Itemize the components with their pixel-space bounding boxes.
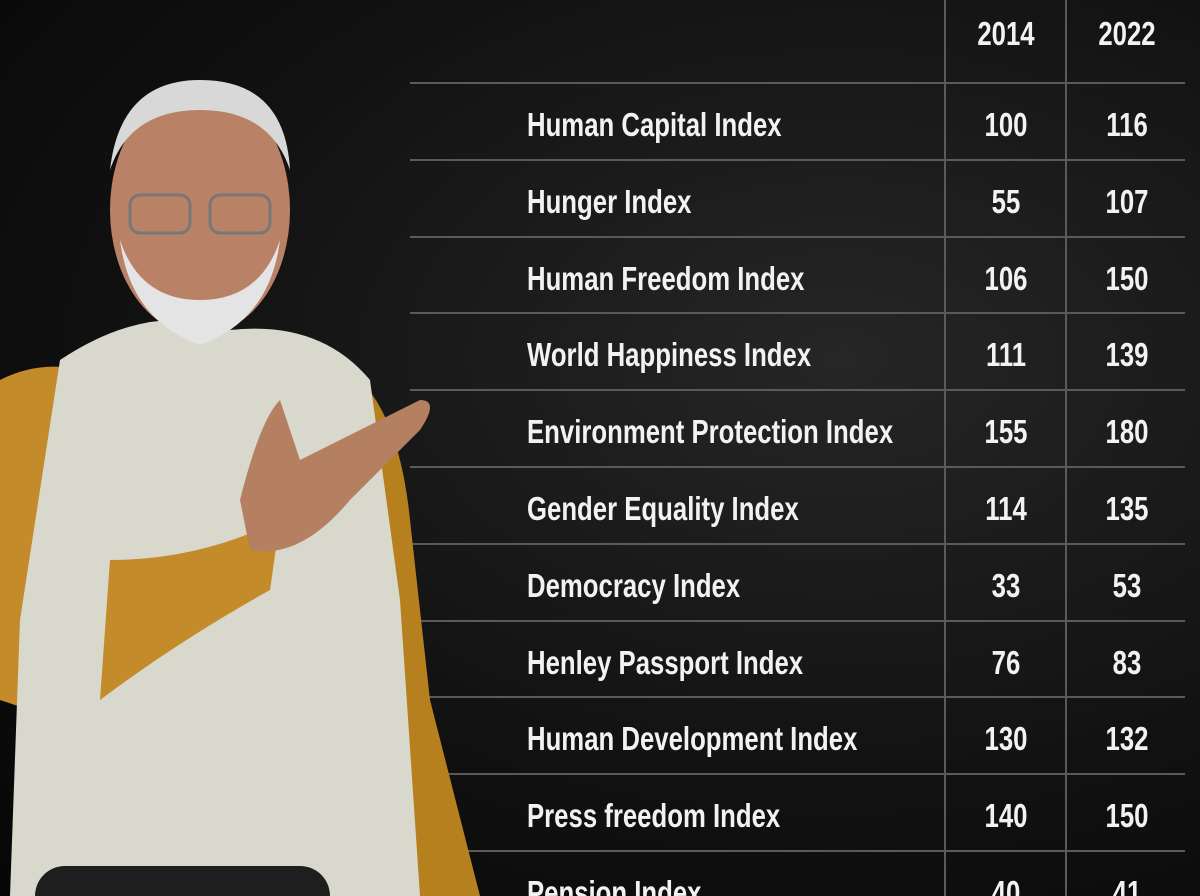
index-name: Pension Index (527, 874, 702, 896)
row-divider (410, 312, 1185, 315)
face (110, 85, 290, 335)
value-2014: 130 (984, 720, 1028, 758)
row-divider (410, 773, 1185, 776)
row-divider (410, 235, 1185, 238)
hair (110, 80, 290, 170)
value-2014: 100 (984, 106, 1028, 143)
index-name: Environment Protection Index (527, 413, 894, 451)
glasses (128, 193, 192, 235)
value-2022: 83 (1112, 643, 1142, 681)
row-divider (410, 850, 1185, 852)
index-name: Henley Passport Index (527, 643, 804, 681)
value-2014: 40 (991, 874, 1021, 896)
sleeve (360, 380, 480, 896)
search-pill[interactable] (35, 866, 330, 896)
index-name: Human Capital Index (527, 106, 782, 143)
arm (100, 520, 280, 700)
index-name: Gender Equality Index (527, 490, 799, 527)
column-divider (1065, 0, 1067, 896)
value-2022: 150 (1105, 259, 1149, 297)
value-2022: 139 (1105, 336, 1149, 374)
value-2014: 55 (991, 182, 1021, 220)
value-2022: 53 (1112, 566, 1142, 604)
value-2022: 107 (1105, 182, 1149, 220)
row-divider (410, 696, 1185, 699)
column-header: 2022 (1098, 15, 1156, 52)
hand (240, 400, 430, 552)
value-2014: 111 (985, 336, 1027, 374)
row-divider (410, 466, 1185, 468)
row-divider (410, 158, 1185, 161)
value-2022: 135 (1105, 490, 1149, 527)
value-2022: 150 (1105, 797, 1149, 835)
value-2014: 33 (991, 566, 1021, 604)
value-2022: 132 (1105, 720, 1149, 758)
value-2014: 76 (991, 643, 1021, 681)
person-illustration (0, 80, 480, 896)
value-2022: 41 (1112, 874, 1142, 896)
index-name: Hunger Index (527, 182, 692, 220)
value-2014: 106 (984, 259, 1028, 297)
row-divider (410, 389, 1185, 392)
glasses (208, 193, 272, 235)
row-divider (410, 619, 1185, 622)
index-name: Human Development Index (527, 720, 858, 758)
value-2022: 116 (1106, 106, 1148, 143)
value-2014: 114 (985, 490, 1027, 527)
value-2022: 180 (1105, 413, 1149, 451)
column-header: 2014 (977, 15, 1035, 52)
index-name: Democracy Index (527, 566, 741, 604)
row-divider (410, 542, 1185, 545)
value-2014: 155 (984, 413, 1028, 451)
row-divider (410, 82, 1185, 84)
beard (120, 240, 280, 345)
index-name: Press freedom Index (527, 797, 781, 835)
column-divider (944, 0, 946, 896)
index-name: World Happiness Index (527, 336, 812, 374)
index-name: Human Freedom Index (527, 259, 805, 297)
value-2014: 140 (984, 797, 1028, 835)
